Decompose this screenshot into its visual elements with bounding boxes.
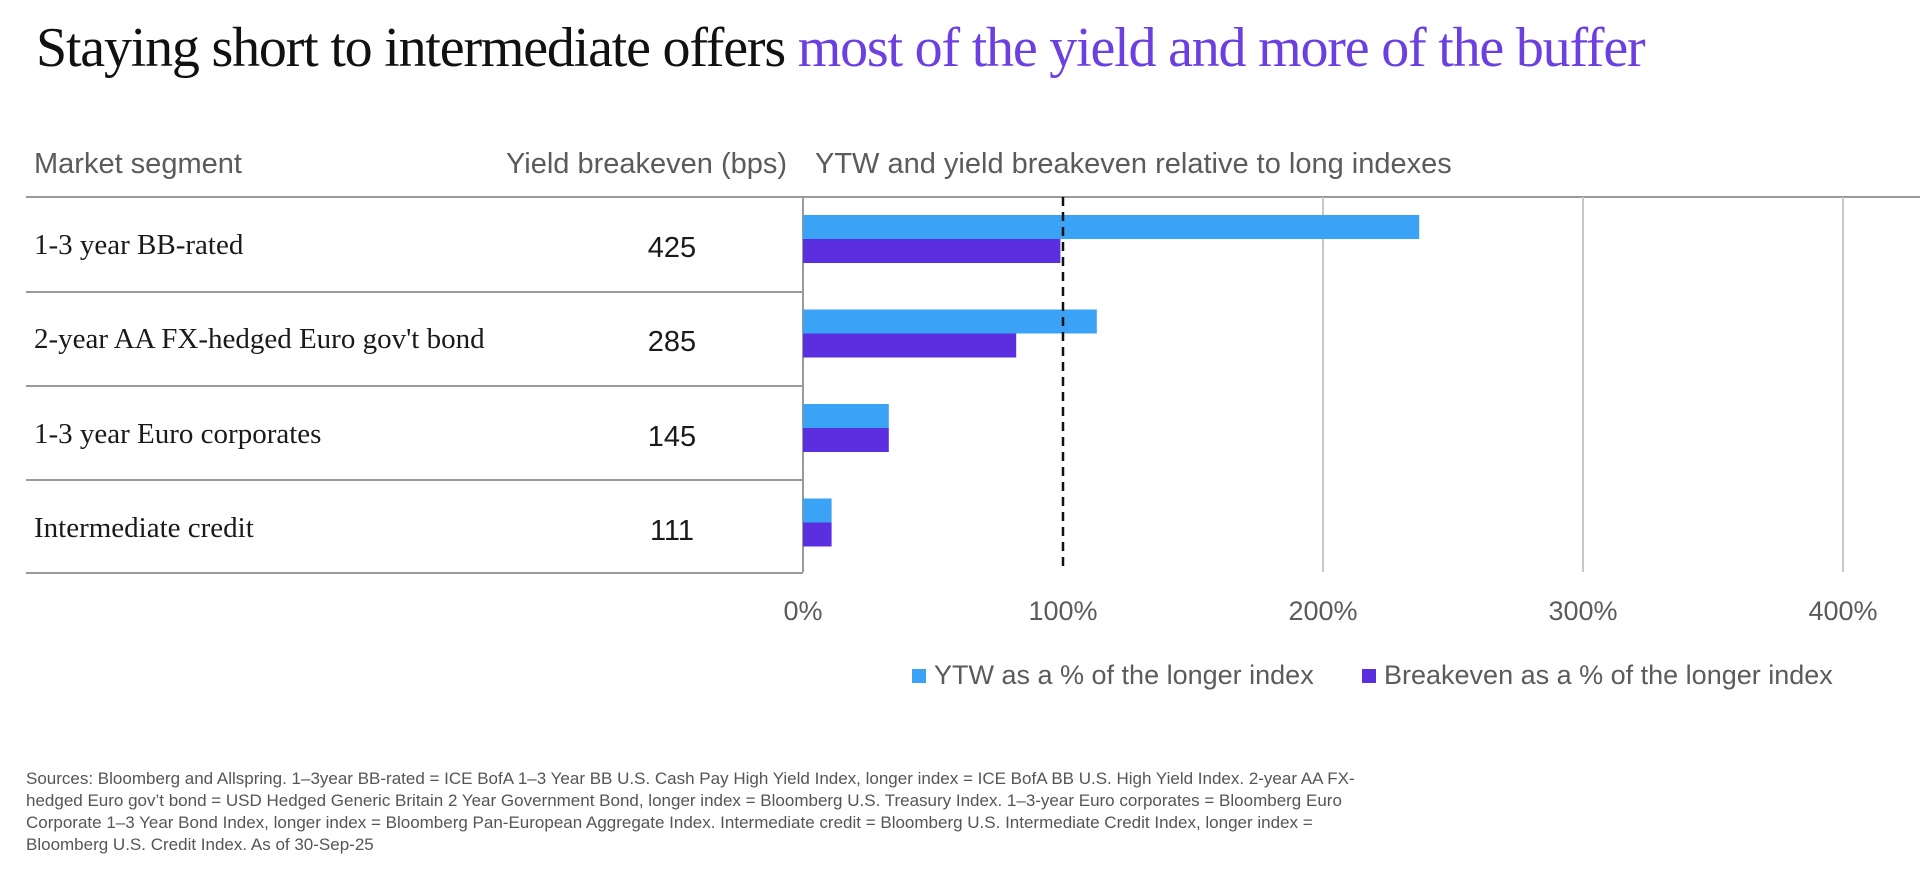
bar-breakeven xyxy=(803,428,889,452)
legend-breakeven-swatch xyxy=(1362,668,1376,683)
bar-breakeven xyxy=(803,239,1061,263)
chart-title: Staying short to intermediate offers mos… xyxy=(36,16,1646,80)
row-label: 2-year AA FX-hedged Euro gov't bond xyxy=(34,323,485,355)
table-bottom-divider xyxy=(26,572,803,574)
row-divider xyxy=(26,385,803,387)
row-label: 1-3 year BB-rated xyxy=(34,229,244,261)
legend-ytw: YTW as a % of the longer index xyxy=(912,660,1314,691)
x-tick-label: 300% xyxy=(1548,596,1617,626)
x-tick-label: 200% xyxy=(1288,596,1357,626)
header-yield-breakeven: Yield breakeven (bps) xyxy=(506,148,788,180)
row-divider xyxy=(26,291,803,293)
bar-ytw xyxy=(803,309,1097,334)
bar-breakeven xyxy=(803,333,1017,358)
row-breakeven-value: 111 xyxy=(649,515,695,547)
legend-ytw-label: YTW as a % of the longer index xyxy=(934,660,1314,690)
legend-ytw-swatch xyxy=(912,668,926,683)
title-accent: most of the yield and more of the buffer xyxy=(797,17,1646,79)
header-divider xyxy=(26,196,1920,198)
header-market-segment: Market segment xyxy=(34,148,242,180)
bar-ytw xyxy=(803,404,889,428)
x-tick-label: 0% xyxy=(783,596,822,626)
legend-breakeven: Breakeven as a % of the longer index xyxy=(1362,660,1833,691)
x-tick-label: 100% xyxy=(1028,596,1097,626)
header-chart: YTW and yield breakeven relative to long… xyxy=(815,148,1452,180)
row-label: 1-3 year Euro corporates xyxy=(34,418,322,450)
bar-breakeven xyxy=(803,522,832,547)
row-breakeven-value: 425 xyxy=(647,232,697,264)
bar-ytw xyxy=(803,498,832,523)
legend-breakeven-label: Breakeven as a % of the longer index xyxy=(1384,660,1833,690)
title-main: Staying short to intermediate offers xyxy=(36,17,798,79)
source-note: Sources: Bloomberg and Allspring. 1–3yea… xyxy=(26,769,1355,854)
x-tick-label: 400% xyxy=(1808,596,1877,626)
row-breakeven-value: 145 xyxy=(647,421,697,453)
row-label: Intermediate credit xyxy=(34,512,254,544)
row-divider xyxy=(26,479,803,481)
bar-ytw xyxy=(803,215,1420,239)
row-breakeven-value: 285 xyxy=(647,326,697,358)
